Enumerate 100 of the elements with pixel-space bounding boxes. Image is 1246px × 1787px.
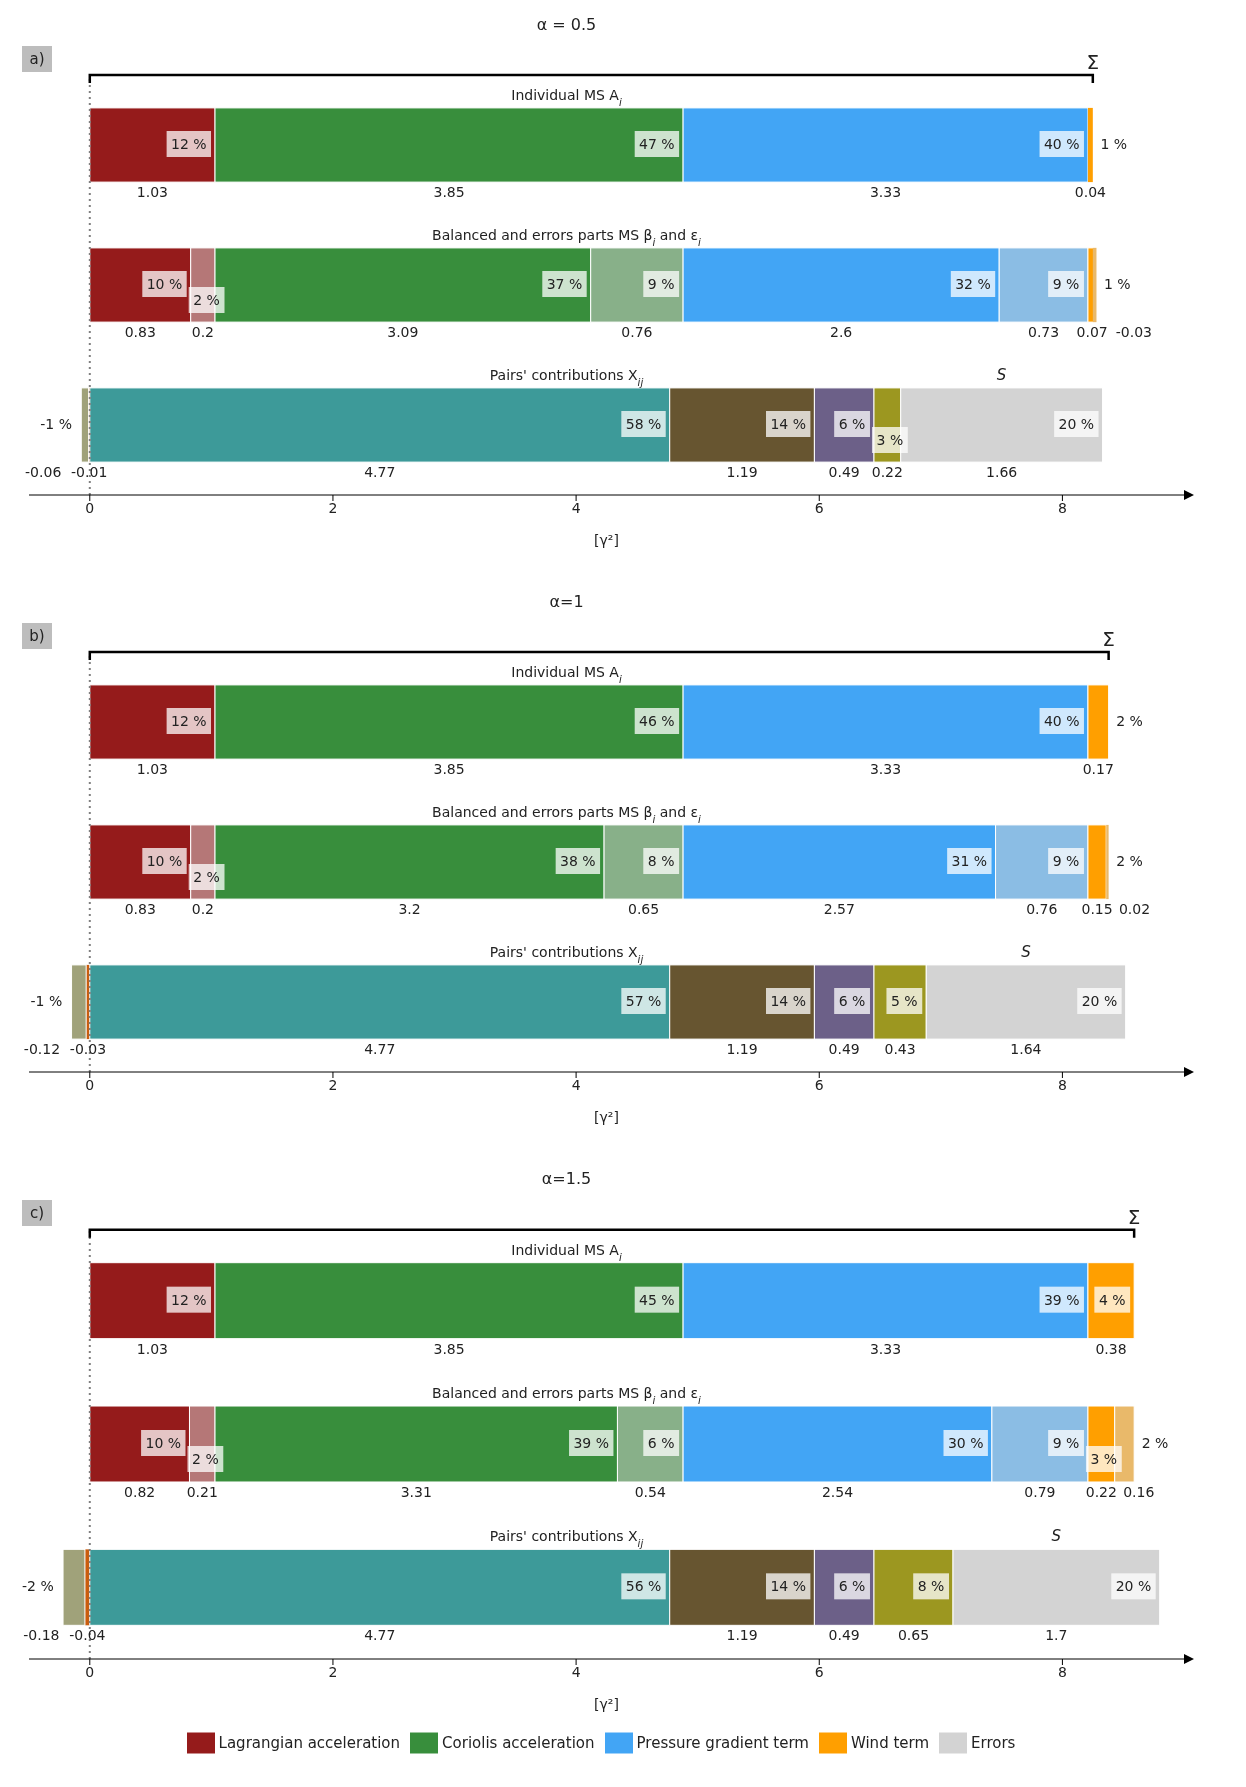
annotation: 40 % xyxy=(1043,713,1080,729)
annotation: 1 % xyxy=(1104,276,1131,292)
annotation: 31 % xyxy=(951,853,988,869)
y-tick-label: Pairs' contributions X$_{ij}$ xyxy=(489,943,644,965)
data-label: -0.04 xyxy=(69,1627,106,1644)
annotation: 12 % xyxy=(171,136,207,152)
annotation: 46 % xyxy=(639,713,675,729)
data-label: 1.03 xyxy=(136,1340,168,1357)
data-label: 4.77 xyxy=(364,464,396,481)
x-tick-label: 6 xyxy=(814,1663,824,1680)
annotation: -1 % xyxy=(30,993,63,1009)
annotation: 20 % xyxy=(1115,1578,1152,1595)
data-label: 3.31 xyxy=(400,1483,432,1500)
data-label: 4.77 xyxy=(364,1041,396,1058)
x-tick-label: 2 xyxy=(328,1076,338,1093)
annotation: 2 % xyxy=(1116,853,1143,869)
x-axis-title: [γ²] xyxy=(594,532,619,548)
data-label: 1.19 xyxy=(726,464,758,481)
data-label: 0.83 xyxy=(124,901,156,918)
annotation: 10 % xyxy=(146,853,183,869)
x-tick-label: 4 xyxy=(571,499,581,516)
annotation: 58 % xyxy=(625,416,662,432)
data-label: 0.73 xyxy=(1027,324,1060,341)
data-label: 1.19 xyxy=(726,1627,758,1644)
annotation: 10 % xyxy=(145,1435,182,1451)
data-label: 0.16 xyxy=(1123,1483,1155,1500)
text: Σ xyxy=(1102,626,1115,651)
x-tick-label: 0 xyxy=(85,499,95,516)
data-label: 0.17 xyxy=(1082,761,1114,778)
legend-label: Coriolis acceleration xyxy=(442,1733,595,1752)
x-tick-label: 8 xyxy=(1057,1663,1067,1680)
y-tick-label: Individual MS A$_{i}$ xyxy=(511,663,622,685)
data-label: 0.82 xyxy=(124,1483,156,1500)
data-label: 0.38 xyxy=(1095,1340,1127,1357)
x-tick-label: 6 xyxy=(814,1076,824,1093)
x-tick-label: 4 xyxy=(571,1663,581,1680)
y-tick-label: Individual MS A$_{i}$ xyxy=(511,86,622,108)
annotation: S xyxy=(996,365,1007,384)
data-label: 0.76 xyxy=(1026,901,1058,918)
annotation: 3 % xyxy=(1090,1451,1118,1467)
data-label: 1.66 xyxy=(986,464,1018,481)
data-label: 0.76 xyxy=(621,324,653,341)
annotation: 6 % xyxy=(647,1435,675,1451)
annotation: 57 % xyxy=(625,993,662,1009)
data-label: 3.33 xyxy=(869,184,902,201)
annotation: 40 % xyxy=(1043,136,1080,152)
x-tick-label: 8 xyxy=(1057,499,1067,516)
annotation: 2 % xyxy=(1116,713,1143,729)
x-tick-label: 6 xyxy=(814,499,824,516)
data-label: -0.12 xyxy=(23,1041,61,1058)
data-label: 4.77 xyxy=(364,1627,396,1644)
annotation: 2 % xyxy=(193,292,220,308)
data-label: 0.2 xyxy=(191,901,214,918)
x-axis-title: [γ²] xyxy=(594,1696,619,1712)
x-tick-label: 0 xyxy=(85,1076,95,1093)
data-label: -0.18 xyxy=(23,1627,60,1644)
data-label: 3.85 xyxy=(433,1340,465,1357)
data-label: 3.09 xyxy=(387,324,419,341)
data-label: 1.03 xyxy=(136,184,168,201)
annotation: 39 % xyxy=(1043,1291,1080,1308)
annotation: 45 % xyxy=(639,1291,675,1308)
chart-title: α=1 xyxy=(549,592,584,611)
x-tick-label: 4 xyxy=(571,1076,581,1093)
data-label: 0.15 xyxy=(1081,901,1113,918)
data-label: 3.33 xyxy=(869,761,902,778)
data-label: 2.6 xyxy=(830,324,853,341)
annotation: S xyxy=(1021,942,1032,961)
data-label: 1.03 xyxy=(136,761,168,778)
data-label: 1.19 xyxy=(726,1041,758,1058)
annotation: -2 % xyxy=(21,1578,54,1595)
data-label: 2.54 xyxy=(821,1483,854,1500)
annotation: 47 % xyxy=(639,136,675,152)
legend-label: Pressure gradient term xyxy=(636,1733,809,1752)
annotation: 8 % xyxy=(917,1578,945,1595)
data-label: 0.49 xyxy=(828,464,860,481)
x-tick-label: 0 xyxy=(85,1663,95,1680)
annotation: S xyxy=(1051,1527,1062,1546)
text: Σ xyxy=(1127,1204,1141,1229)
data-label: 0.49 xyxy=(828,1627,860,1644)
data-label: -0.03 xyxy=(69,1041,107,1058)
data-label: 3.85 xyxy=(433,184,465,201)
legend-label: Wind term xyxy=(850,1733,930,1752)
annotation: 6 % xyxy=(838,993,866,1009)
annotation: 20 % xyxy=(1081,993,1118,1009)
data-label: 3.2 xyxy=(398,901,421,918)
annotation: 14 % xyxy=(770,1578,806,1595)
text: Σ xyxy=(1086,49,1100,74)
y-tick-label: Pairs' contributions X$_{ij}$ xyxy=(489,366,644,388)
annotation: 32 % xyxy=(955,276,991,292)
x-tick-label: 2 xyxy=(328,1663,338,1680)
y-tick-label: Pairs' contributions X$_{ij}$ xyxy=(489,1528,644,1549)
y-tick-label: Individual MS A$_{i}$ xyxy=(511,1241,622,1263)
data-label: 0.83 xyxy=(124,324,156,341)
annotation: 12 % xyxy=(171,713,207,729)
data-label: 0.02 xyxy=(1118,901,1151,918)
data-label: 3.33 xyxy=(869,1340,902,1357)
annotation: 37 % xyxy=(546,276,583,292)
annotation: 14 % xyxy=(770,416,806,432)
annotation: 9 % xyxy=(1052,276,1080,292)
y-tick-label: Balanced and errors parts MS β$_{i}$ and ε$_{i}$ xyxy=(432,226,702,248)
